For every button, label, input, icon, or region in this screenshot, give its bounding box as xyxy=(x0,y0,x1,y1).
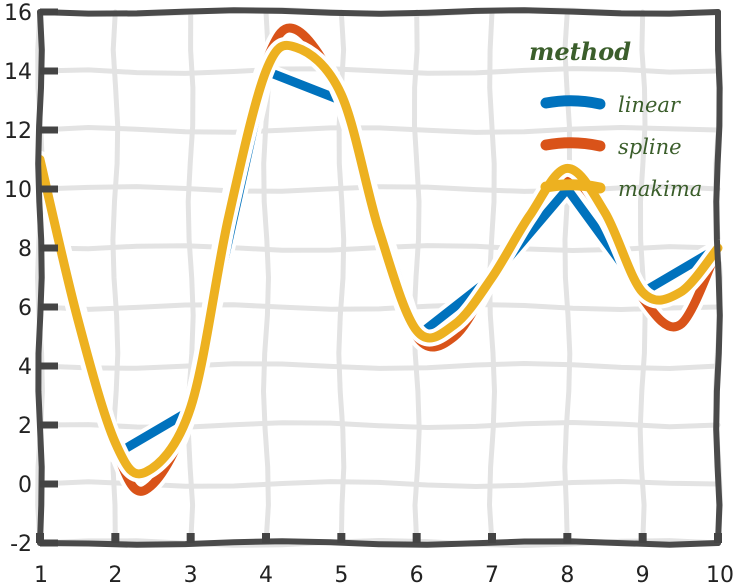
legend-swatch-spline xyxy=(540,137,606,152)
y-tick-label: 4 xyxy=(18,355,32,380)
y-tick-label: 2 xyxy=(18,414,32,439)
grid-line-x xyxy=(411,9,422,546)
x-tick-label: 5 xyxy=(334,563,348,586)
x-tick-label: 8 xyxy=(560,563,574,586)
legend: method linear spline makima xyxy=(529,37,702,201)
y-tick-label: 8 xyxy=(18,237,32,262)
grid-line-y xyxy=(37,301,721,313)
frame-edge xyxy=(37,538,721,548)
grid-line-y xyxy=(37,360,721,372)
x-tick-label: 4 xyxy=(259,563,273,586)
axes-frame xyxy=(35,7,723,548)
x-tick-label: 10 xyxy=(706,563,734,586)
grid-line-x xyxy=(185,9,196,546)
y-tick-labels: -2 0 2 4 6 8 10 12 14 16 xyxy=(4,1,32,557)
frame-edge xyxy=(713,9,723,546)
grid-line-y xyxy=(37,66,721,76)
y-tick-label: 12 xyxy=(4,119,32,144)
x-tick-labels: 1 2 3 4 5 6 7 8 9 10 xyxy=(34,563,734,586)
frame-edge xyxy=(35,9,45,546)
plot-background xyxy=(40,12,718,543)
x-tick-label: 2 xyxy=(108,563,122,586)
legend-label-spline: spline xyxy=(618,135,682,159)
legend-title: method xyxy=(529,37,631,66)
x-tick-label: 3 xyxy=(184,563,198,586)
legend-label-makima: makima xyxy=(618,177,702,201)
legend-swatch-linear xyxy=(540,95,606,110)
tick-marks xyxy=(36,8,722,547)
x-tick-label: 7 xyxy=(485,563,499,586)
x-tick-label: 6 xyxy=(410,563,424,586)
y-tick-label: -2 xyxy=(10,532,32,557)
y-tick-label: 6 xyxy=(18,296,32,321)
grid-line-y xyxy=(37,124,721,135)
y-tick-label: 10 xyxy=(4,178,32,203)
y-tick-label: 0 xyxy=(18,473,32,498)
x-tick-label: 1 xyxy=(34,563,48,586)
frame-edge xyxy=(37,7,721,17)
x-tick-label: 9 xyxy=(636,563,650,586)
legend-swatch-makima xyxy=(540,179,606,194)
y-tick-label: 16 xyxy=(4,1,32,26)
legend-label-linear: linear xyxy=(618,93,682,117)
y-tick-label: 14 xyxy=(4,60,32,85)
